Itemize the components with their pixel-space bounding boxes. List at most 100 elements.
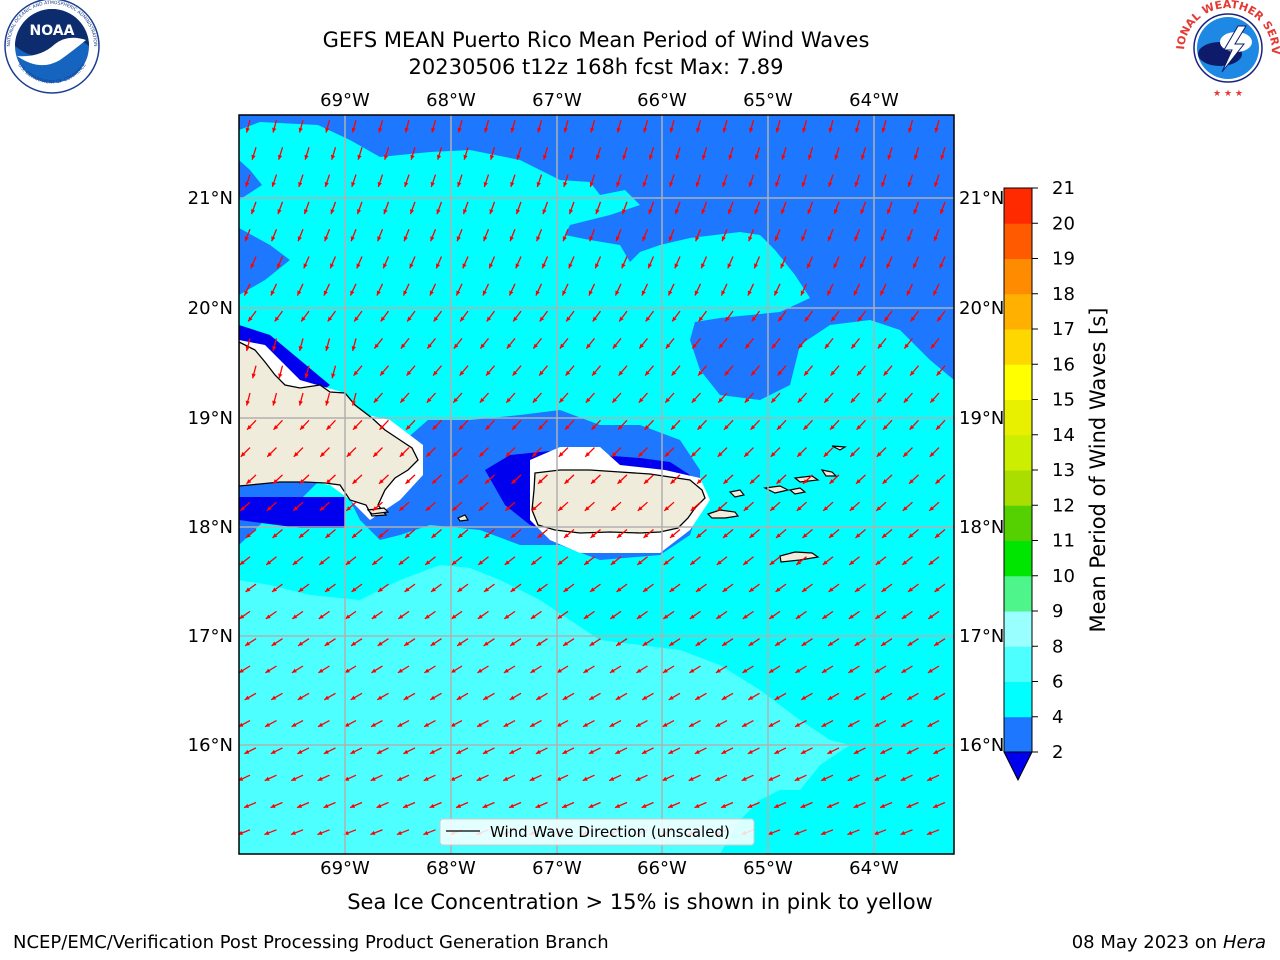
wind-arrow-head (794, 830, 800, 835)
wind-arrow-head (854, 641, 860, 646)
wind-arrow-head (723, 479, 729, 484)
lon-label: 69°W (320, 90, 370, 111)
chart-title: GEFS MEAN Puerto Rico Mean Period of Win… (322, 28, 870, 52)
wind-arrow-head (298, 587, 304, 592)
wind-arrow-head (273, 479, 278, 484)
wind-arrow-head (376, 290, 381, 296)
wind-arrow-head (668, 803, 674, 808)
wind-arrow-head (913, 154, 919, 160)
wind-arrow-head (933, 803, 939, 808)
wind-arrow-head (477, 668, 483, 673)
wind-arrow-head (638, 397, 644, 403)
ocean-navy-west (239, 325, 330, 400)
wind-arrow-head (265, 722, 271, 727)
wind-arrow-head (266, 506, 272, 511)
wind-arrow-head (588, 803, 594, 808)
wind-arrow-head (556, 722, 562, 727)
wind-arrow-head (741, 776, 747, 781)
wind-arrow-head (297, 749, 303, 754)
wind-arrow-head (297, 695, 303, 700)
wind-arrow-head (378, 587, 383, 592)
wind-arrow-head (403, 695, 409, 700)
wind-arrow-head (907, 236, 912, 242)
wind-arrow-head (317, 830, 323, 835)
wind-arrow-head (483, 181, 488, 187)
wind-arrow-head (718, 397, 723, 403)
wind-arrow-head (694, 803, 700, 808)
wind-arrow-head (542, 263, 547, 269)
wind-arrow-head (781, 209, 786, 215)
wind-arrow-head (240, 506, 246, 511)
wind-arrow-head (722, 641, 728, 646)
wind-arrow-head (298, 346, 303, 351)
wind-arrow-head (776, 479, 782, 484)
wind-arrow-head (429, 290, 434, 296)
wind-arrow-head (665, 343, 671, 349)
wind-arrow-head (853, 749, 859, 754)
wind-arrow-head (929, 506, 935, 511)
wind-arrow-head (768, 722, 774, 727)
wind-arrow-head (264, 830, 270, 835)
colorbar-tick-label: 10 (1052, 566, 1075, 587)
wind-arrow-head (457, 587, 463, 592)
wind-arrow-head (724, 424, 729, 430)
wind-arrow-head (317, 776, 323, 781)
wind-arrow-head (244, 236, 249, 242)
wind-arrow-head (642, 236, 647, 242)
wind-arrow-head (691, 452, 696, 457)
wind-arrow-head (272, 587, 277, 592)
lat-label: 19°N (959, 408, 1004, 429)
wind-arrow-head (400, 397, 405, 403)
wind-arrow-head (239, 776, 244, 781)
colorbar-tick-label: 17 (1052, 319, 1075, 340)
wind-arrow-head (774, 290, 779, 296)
wind-arrow-head (476, 776, 482, 781)
wind-arrow-head (822, 614, 828, 619)
wind-arrow-head (778, 316, 783, 322)
wind-arrow-head (511, 479, 517, 484)
wind-arrow-head (807, 209, 812, 215)
wind-arrow-head (718, 343, 724, 349)
wind-arrow-head (803, 479, 808, 484)
wind-arrow-head (565, 424, 570, 430)
wind-arrow-head (823, 506, 829, 511)
wind-arrow-head (509, 236, 514, 242)
wind-arrow-head (689, 614, 695, 619)
wind-arrow-head (802, 533, 808, 538)
wind-arrow-head (860, 263, 865, 269)
wind-arrow-head (398, 560, 404, 565)
wind-arrow-head (855, 533, 861, 538)
wind-arrow-head (298, 127, 303, 133)
wind-arrow-head (717, 452, 723, 457)
wind-arrow-head (609, 722, 615, 727)
wind-arrow-head (479, 452, 484, 457)
noaa-logo-text: NOAA (30, 23, 75, 39)
wind-arrow-head (674, 263, 679, 269)
colorbar-tick-label: 8 (1052, 636, 1063, 657)
wind-arrow-head (592, 370, 597, 376)
wind-arrow-head (568, 263, 573, 269)
wind-arrow-head (675, 154, 680, 160)
wind-arrow-head (271, 181, 276, 187)
wind-arrow-head (774, 749, 780, 754)
wind-arrow-head (532, 452, 537, 457)
wind-arrow-head (855, 587, 860, 592)
wind-arrow-head (510, 181, 515, 187)
wind-arrow-head (716, 560, 722, 565)
colorbar-tick-label: 11 (1052, 531, 1075, 552)
wind-arrow-head (669, 587, 675, 592)
wind-arrow-head (564, 533, 569, 538)
wind-arrow-head (751, 316, 757, 322)
wind-arrow-head (325, 400, 330, 406)
wind-arrow-head (908, 533, 914, 538)
colorbar-segment (1004, 329, 1032, 365)
wind-arrow-head (584, 506, 590, 511)
wind-arrow-head (432, 424, 438, 430)
wind-arrow-head (771, 343, 777, 349)
wind-arrow-head (771, 397, 776, 403)
wind-arrow-head (877, 343, 883, 349)
wind-arrow-head (503, 668, 509, 673)
wind-arrow-head (274, 316, 280, 322)
wind-arrow-head (721, 290, 726, 296)
wind-arrow-head (906, 290, 911, 296)
